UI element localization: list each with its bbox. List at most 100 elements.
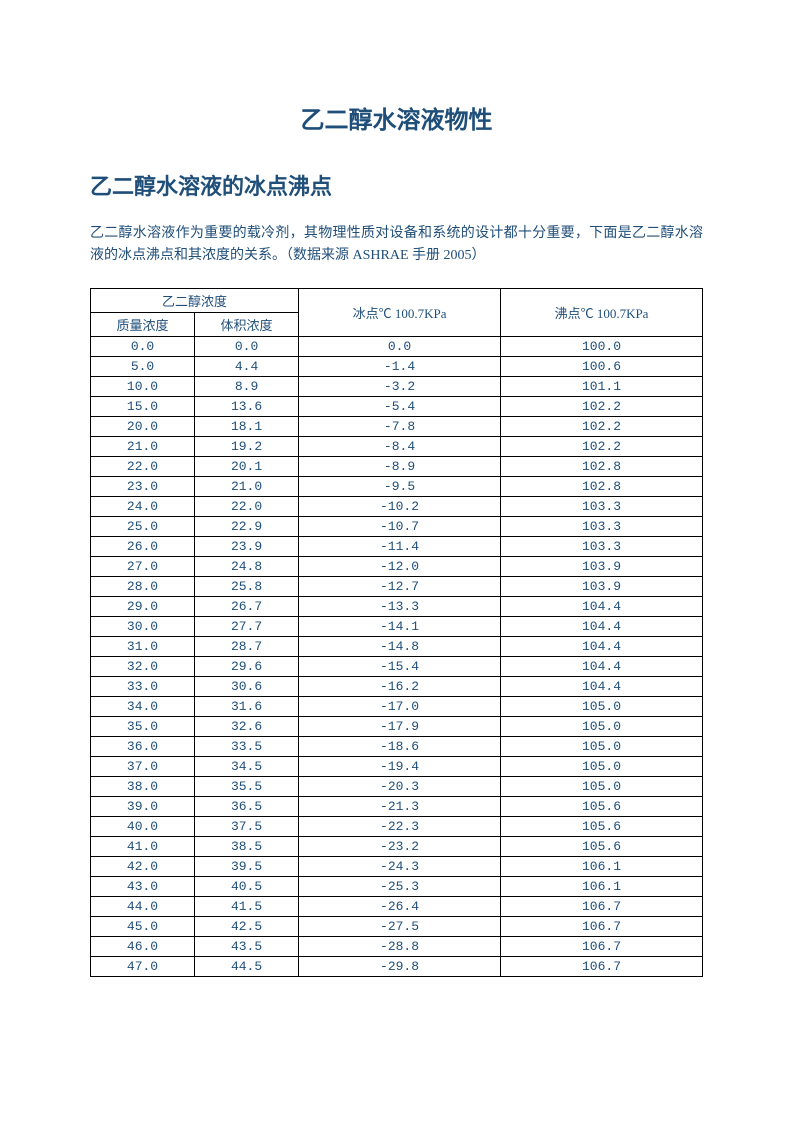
- table-row: 27.024.8-12.0103.9: [91, 556, 703, 576]
- table-cell: 103.3: [501, 496, 703, 516]
- table-cell: 30.0: [91, 616, 195, 636]
- table-row: 33.030.6-16.2104.4: [91, 676, 703, 696]
- table-row: 32.029.6-15.4104.4: [91, 656, 703, 676]
- header-vol: 体积浓度: [195, 312, 299, 336]
- table-cell: -12.7: [299, 576, 501, 596]
- intro-paragraph: 乙二醇水溶液作为重要的载冷剂，其物理性质对设备和系统的设计都十分重要，下面是乙二…: [90, 223, 703, 268]
- table-row: 35.032.6-17.9105.0: [91, 716, 703, 736]
- table-cell: -9.5: [299, 476, 501, 496]
- table-cell: -10.7: [299, 516, 501, 536]
- table-cell: -25.3: [299, 876, 501, 896]
- table-cell: 32.6: [195, 716, 299, 736]
- table-cell: -23.2: [299, 836, 501, 856]
- table-row: 31.028.7-14.8104.4: [91, 636, 703, 656]
- table-cell: 103.3: [501, 536, 703, 556]
- table-cell: 38.0: [91, 776, 195, 796]
- table-cell: 104.4: [501, 616, 703, 636]
- table-cell: 36.5: [195, 796, 299, 816]
- table-cell: 106.7: [501, 896, 703, 916]
- table-cell: 42.5: [195, 916, 299, 936]
- table-cell: 29.0: [91, 596, 195, 616]
- table-cell: -18.6: [299, 736, 501, 756]
- table-cell: -22.3: [299, 816, 501, 836]
- table-cell: 46.0: [91, 936, 195, 956]
- table-cell: 22.9: [195, 516, 299, 536]
- table-cell: 105.0: [501, 736, 703, 756]
- table-row: 0.00.00.0100.0: [91, 336, 703, 356]
- table-cell: 28.7: [195, 636, 299, 656]
- table-cell: 26.0: [91, 536, 195, 556]
- table-cell: 32.0: [91, 656, 195, 676]
- table-cell: -13.3: [299, 596, 501, 616]
- table-cell: 5.0: [91, 356, 195, 376]
- table-row: 29.026.7-13.3104.4: [91, 596, 703, 616]
- table-cell: 42.0: [91, 856, 195, 876]
- table-cell: 23.0: [91, 476, 195, 496]
- table-cell: -5.4: [299, 396, 501, 416]
- table-cell: 25.8: [195, 576, 299, 596]
- table-cell: 29.6: [195, 656, 299, 676]
- table-cell: -14.1: [299, 616, 501, 636]
- table-cell: 24.8: [195, 556, 299, 576]
- table-cell: 102.2: [501, 416, 703, 436]
- table-cell: 0.0: [91, 336, 195, 356]
- table-header-row-1: 乙二醇浓度 冰点℃ 100.7KPa 沸点℃ 100.7KPa: [91, 288, 703, 312]
- table-cell: -14.8: [299, 636, 501, 656]
- table-cell: 40.0: [91, 816, 195, 836]
- table-cell: 27.0: [91, 556, 195, 576]
- table-row: 42.039.5-24.3106.1: [91, 856, 703, 876]
- table-cell: -17.9: [299, 716, 501, 736]
- table-row: 25.022.9-10.7103.3: [91, 516, 703, 536]
- header-mass: 质量浓度: [91, 312, 195, 336]
- table-cell: 105.0: [501, 696, 703, 716]
- table-cell: 22.0: [91, 456, 195, 476]
- table-cell: 28.0: [91, 576, 195, 596]
- table-row: 36.033.5-18.6105.0: [91, 736, 703, 756]
- table-cell: 39.0: [91, 796, 195, 816]
- table-cell: -1.4: [299, 356, 501, 376]
- table-cell: 20.0: [91, 416, 195, 436]
- table-cell: -19.4: [299, 756, 501, 776]
- table-row: 30.027.7-14.1104.4: [91, 616, 703, 636]
- header-freeze: 冰点℃ 100.7KPa: [299, 288, 501, 336]
- table-cell: -8.9: [299, 456, 501, 476]
- table-cell: 31.0: [91, 636, 195, 656]
- table-cell: 34.0: [91, 696, 195, 716]
- table-cell: 41.5: [195, 896, 299, 916]
- table-row: 24.022.0-10.2103.3: [91, 496, 703, 516]
- table-cell: 23.9: [195, 536, 299, 556]
- table-cell: -7.8: [299, 416, 501, 436]
- table-cell: 102.2: [501, 396, 703, 416]
- table-cell: 106.7: [501, 916, 703, 936]
- table-cell: 106.1: [501, 856, 703, 876]
- table-cell: -10.2: [299, 496, 501, 516]
- table-cell: 26.7: [195, 596, 299, 616]
- table-cell: -15.4: [299, 656, 501, 676]
- table-row: 34.031.6-17.0105.0: [91, 696, 703, 716]
- table-cell: 19.2: [195, 436, 299, 456]
- table-row: 5.04.4-1.4100.6: [91, 356, 703, 376]
- table-cell: 33.5: [195, 736, 299, 756]
- table-cell: 34.5: [195, 756, 299, 776]
- table-row: 37.034.5-19.4105.0: [91, 756, 703, 776]
- table-cell: 0.0: [195, 336, 299, 356]
- table-cell: 33.0: [91, 676, 195, 696]
- table-cell: 106.1: [501, 876, 703, 896]
- table-cell: 27.7: [195, 616, 299, 636]
- table-cell: 39.5: [195, 856, 299, 876]
- table-cell: 105.6: [501, 796, 703, 816]
- header-concentration-group: 乙二醇浓度: [91, 288, 299, 312]
- table-cell: 22.0: [195, 496, 299, 516]
- table-row: 28.025.8-12.7103.9: [91, 576, 703, 596]
- table-cell: 104.4: [501, 676, 703, 696]
- table-cell: 30.6: [195, 676, 299, 696]
- table-cell: -20.3: [299, 776, 501, 796]
- table-cell: 4.4: [195, 356, 299, 376]
- table-cell: 102.8: [501, 456, 703, 476]
- table-row: 20.018.1-7.8102.2: [91, 416, 703, 436]
- table-row: 43.040.5-25.3106.1: [91, 876, 703, 896]
- page-title: 乙二醇水溶液物性: [90, 100, 703, 135]
- table-body: 0.00.00.0100.05.04.4-1.4100.610.08.9-3.2…: [91, 336, 703, 976]
- table-cell: 100.0: [501, 336, 703, 356]
- table-cell: 102.8: [501, 476, 703, 496]
